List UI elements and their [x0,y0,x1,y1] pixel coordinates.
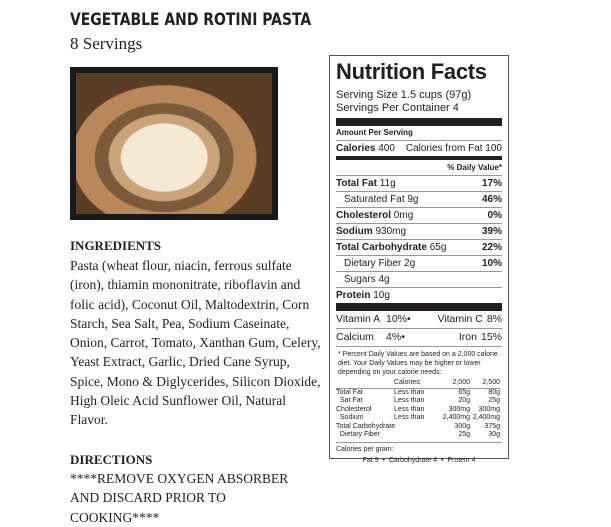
table-cell: Sodium [336,414,364,421]
recipe-servings: 8 Servings [70,34,143,53]
recipe-title: VEGETABLE AND ROTINI PASTA [70,10,312,30]
table-cell: 2,400mg [442,414,470,421]
table-cell: 2,000 [452,379,470,386]
table-cell [394,431,434,440]
nutrient-row: Sugars 4g [336,271,502,287]
ingredients-heading: INGREDIENTS [70,238,162,253]
ingredients-text: Pasta (wheat flour, niacin, ferrous sulf… [70,258,321,428]
nutrient-row: Dietary Fiber 2g 10% [336,255,502,271]
calories-row: Calories 400 Calories from Fat 100 [336,140,502,156]
table-cell: Cholesterol [336,405,372,413]
table-cell: 2,400mg [472,414,500,421]
vitamin-row: Vitamin A 10% • Vitamin C 8% [336,313,502,325]
footnote: * Percent Daily Values are based on a 2,… [336,346,502,377]
amount-per-serving: Amount Per Serving [336,128,413,137]
nutrition-title: Nutrition Facts [336,59,487,84]
table-cell: 300mg [478,405,500,413]
nutrient-row: Protein 10g [336,287,502,303]
table-cell: Less than [394,414,425,421]
table-cell: 300g [454,422,470,430]
table-cell: 25g [488,397,500,404]
table-cell: 80g [470,387,500,398]
table-cell: 25g [458,431,470,438]
nutrient-row: Total Carbohydrate 65g 22% [336,239,502,255]
table-cell: 30g [488,431,500,438]
table-cell: Total Fat [336,387,394,398]
nutrient-row: Cholesterol 0mg 0% [336,207,502,223]
recipe-photo [70,67,278,220]
servings-per-container: Servings Per Container 4 [336,102,459,114]
table-cell [336,377,394,388]
vitamin-row: Calcium 4% • Iron 15% [336,328,502,346]
table-cell [394,423,434,432]
nutrient-row: Total Fat 11g 17% [336,175,502,191]
table-cell: Less than [394,405,425,413]
nutrient-row: Saturated Fat 9g 46% [336,191,502,207]
table-cell: Less than [394,387,434,398]
table-cell: Total Carbohydrate [336,422,396,430]
nutrient-row: Sodium 930mg 39% [336,223,502,239]
daily-values-table: Calories: 2,000 2,500 Total Fat Less than 65g… [336,377,502,440]
table-cell: Calories: [394,379,422,386]
nutrition-facts-label: Nutrition Facts Serving Size 1.5 cups (9… [329,55,509,464]
table-cell: 300mg [448,405,470,413]
serving-size: Serving Size 1.5 cups (97g) [336,89,472,101]
calories-per-gram: Calories per gram: [336,441,502,454]
table-cell: 65g [434,387,470,398]
table-cell: 2,500 [482,379,500,386]
table-cell: Sat Fat [336,397,363,404]
directions-heading: DIRECTIONS [70,452,153,467]
directions-text: ****REMOVE OXYGEN ABSORBER AND DISCARD P… [70,471,289,525]
table-cell: 20g [458,397,470,404]
calories-per-gram-values: Fat 9 • Carbohydrate 4 • Protein 4 [362,456,476,464]
table-cell: Less than [394,397,425,404]
table-cell: 375g [484,422,500,430]
daily-value-header: % Daily Value* [447,163,502,172]
table-cell: Dietary Fiber [336,431,380,438]
